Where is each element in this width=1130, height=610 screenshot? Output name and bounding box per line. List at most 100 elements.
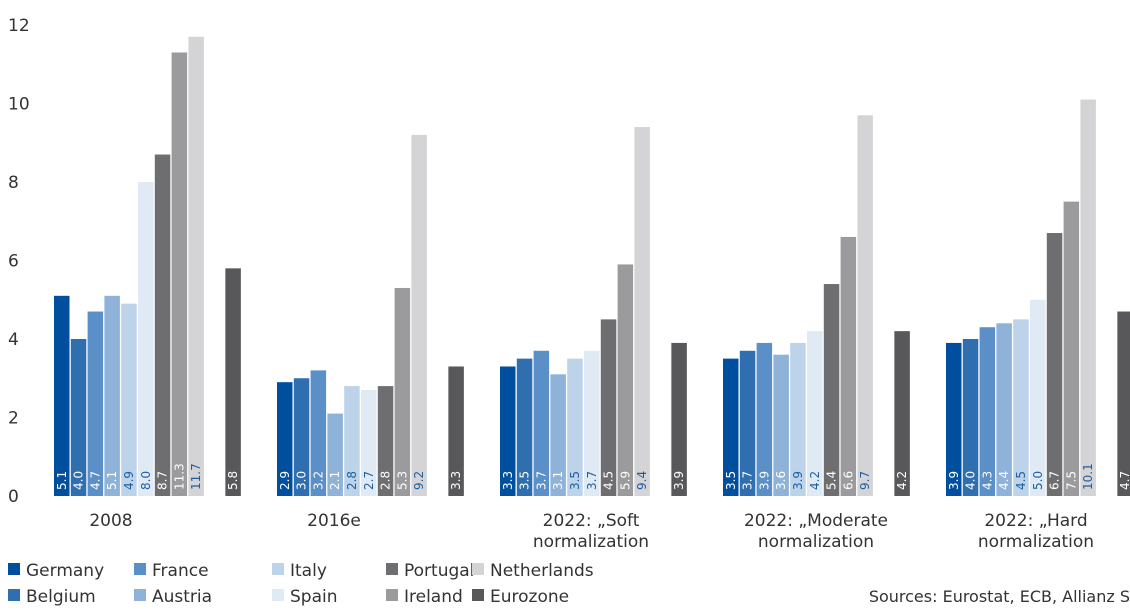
data-label: 4.7 xyxy=(1118,471,1130,490)
bar-portugal-0 xyxy=(154,154,171,496)
bar-italy-0 xyxy=(121,303,137,496)
data-label: 2.8 xyxy=(379,471,393,490)
legend: Germany France Italy Portugal Netherlands Bel… xyxy=(8,561,594,607)
legend-swatch-austria xyxy=(134,589,146,601)
bar-germany-2 xyxy=(500,366,516,496)
data-label: 5.0 xyxy=(1031,471,1045,490)
category-label: normalization xyxy=(758,532,874,552)
data-label: 3.9 xyxy=(672,471,686,490)
data-label: 3.2 xyxy=(311,471,325,490)
data-label: 2.8 xyxy=(345,471,359,490)
data-label: 4.0 xyxy=(72,471,86,490)
data-label: 2.7 xyxy=(362,471,376,490)
category-label: 2022: „Moderate xyxy=(744,511,888,531)
legend-label-belgium: Belgium xyxy=(26,587,96,607)
bar-spain-1 xyxy=(361,390,377,496)
bar-germany-1 xyxy=(277,382,293,496)
bar-netherlands-1 xyxy=(411,134,427,496)
bar-germany-3 xyxy=(723,358,739,496)
bar-portugal-3 xyxy=(823,284,840,496)
bar-eurozone-2 xyxy=(671,342,687,496)
bar-netherlands-0 xyxy=(188,36,204,497)
data-label: 4.5 xyxy=(602,471,616,490)
bar-france-4 xyxy=(979,327,996,496)
legend-label-france: France xyxy=(152,561,209,581)
legend-swatch-france xyxy=(134,563,146,575)
category-label: 2022: „Hard xyxy=(984,511,1087,531)
legend-label-eurozone: Eurozone xyxy=(490,587,569,607)
bar-eurozone-3 xyxy=(894,331,910,496)
data-label: 3.9 xyxy=(791,471,805,490)
data-label: 4.5 xyxy=(1014,471,1028,490)
bar-france-3 xyxy=(756,342,773,496)
legend-swatch-spain xyxy=(272,589,284,601)
data-label: 3.9 xyxy=(757,471,771,490)
data-label: 11.3 xyxy=(172,463,186,490)
category-label: 2022: „Soft xyxy=(543,511,640,531)
data-label: 6.6 xyxy=(841,471,855,490)
data-label: 9.7 xyxy=(858,471,872,490)
data-label: 3.5 xyxy=(724,471,738,490)
data-label: 4.2 xyxy=(895,471,909,490)
legend-swatch-italy xyxy=(272,563,284,575)
data-label: 8.0 xyxy=(139,471,153,490)
bar-belgium-3 xyxy=(739,350,756,496)
bar-netherlands-2 xyxy=(634,127,650,497)
data-label: 10.1 xyxy=(1081,463,1095,490)
bar-austria-4 xyxy=(996,323,1012,496)
bar-france-0 xyxy=(87,311,104,496)
category-label: normalization xyxy=(978,532,1094,552)
legend-swatch-eurozone xyxy=(472,589,484,601)
bar-ireland-2 xyxy=(617,264,634,496)
data-label: 4.2 xyxy=(808,471,822,490)
data-labels: 5.1 2.9 3.3 3.5 3.94.0 3.0 3.5 3.7 4.04.7 3.2 3.7 3… xyxy=(55,463,1130,490)
y-tick-label: 12 xyxy=(8,16,30,36)
data-label: 3.3 xyxy=(501,471,515,490)
legend-label-spain: Spain xyxy=(290,587,338,607)
y-tick-label: 4 xyxy=(8,330,19,350)
data-label: 4.0 xyxy=(964,471,978,490)
bar-belgium-2 xyxy=(516,358,533,496)
bar-france-2 xyxy=(533,350,550,496)
y-tick-label: 2 xyxy=(8,409,19,429)
bar-ireland-3 xyxy=(840,236,857,496)
bar-italy-2 xyxy=(567,358,583,496)
data-label: 3.7 xyxy=(534,471,548,490)
data-label: 3.5 xyxy=(518,471,532,490)
bar-austria-0 xyxy=(104,295,120,496)
bar-netherlands-3 xyxy=(857,115,873,497)
data-label: 4.9 xyxy=(122,471,136,490)
data-label: 3.7 xyxy=(585,471,599,490)
data-label: 6.7 xyxy=(1048,471,1062,490)
data-label: 3.6 xyxy=(774,471,788,490)
bar-austria-2 xyxy=(550,374,566,496)
data-label: 3.7 xyxy=(741,471,755,490)
data-label: 5.1 xyxy=(55,471,69,490)
y-tick-label: 8 xyxy=(8,173,19,193)
bar-spain-4 xyxy=(1030,299,1046,496)
bar-belgium-4 xyxy=(962,339,979,496)
legend-swatch-belgium xyxy=(8,589,20,601)
bar-germany-0 xyxy=(54,295,70,496)
bar-eurozone-4 xyxy=(1117,311,1130,496)
data-label: 7.5 xyxy=(1064,471,1078,490)
bar-ireland-1 xyxy=(394,287,411,496)
legend-swatch-ireland xyxy=(386,589,398,601)
legend-label-italy: Italy xyxy=(290,561,327,581)
bar-italy-1 xyxy=(344,386,360,496)
data-label: 9.2 xyxy=(412,471,426,490)
legend-label-austria: Austria xyxy=(152,587,212,607)
bar-portugal-2 xyxy=(600,319,617,496)
legend-label-netherlands: Netherlands xyxy=(490,561,594,581)
bar-eurozone-0 xyxy=(225,268,241,496)
bar-austria-1 xyxy=(327,413,343,496)
y-tick-label: 10 xyxy=(8,95,30,115)
bar-italy-3 xyxy=(790,342,806,496)
data-label: 2.9 xyxy=(278,471,292,490)
bar-spain-3 xyxy=(807,331,823,496)
legend-label-germany: Germany xyxy=(26,561,104,581)
data-label: 8.7 xyxy=(156,471,170,490)
data-label: 2.1 xyxy=(328,471,342,490)
data-label: 4.7 xyxy=(88,471,102,490)
